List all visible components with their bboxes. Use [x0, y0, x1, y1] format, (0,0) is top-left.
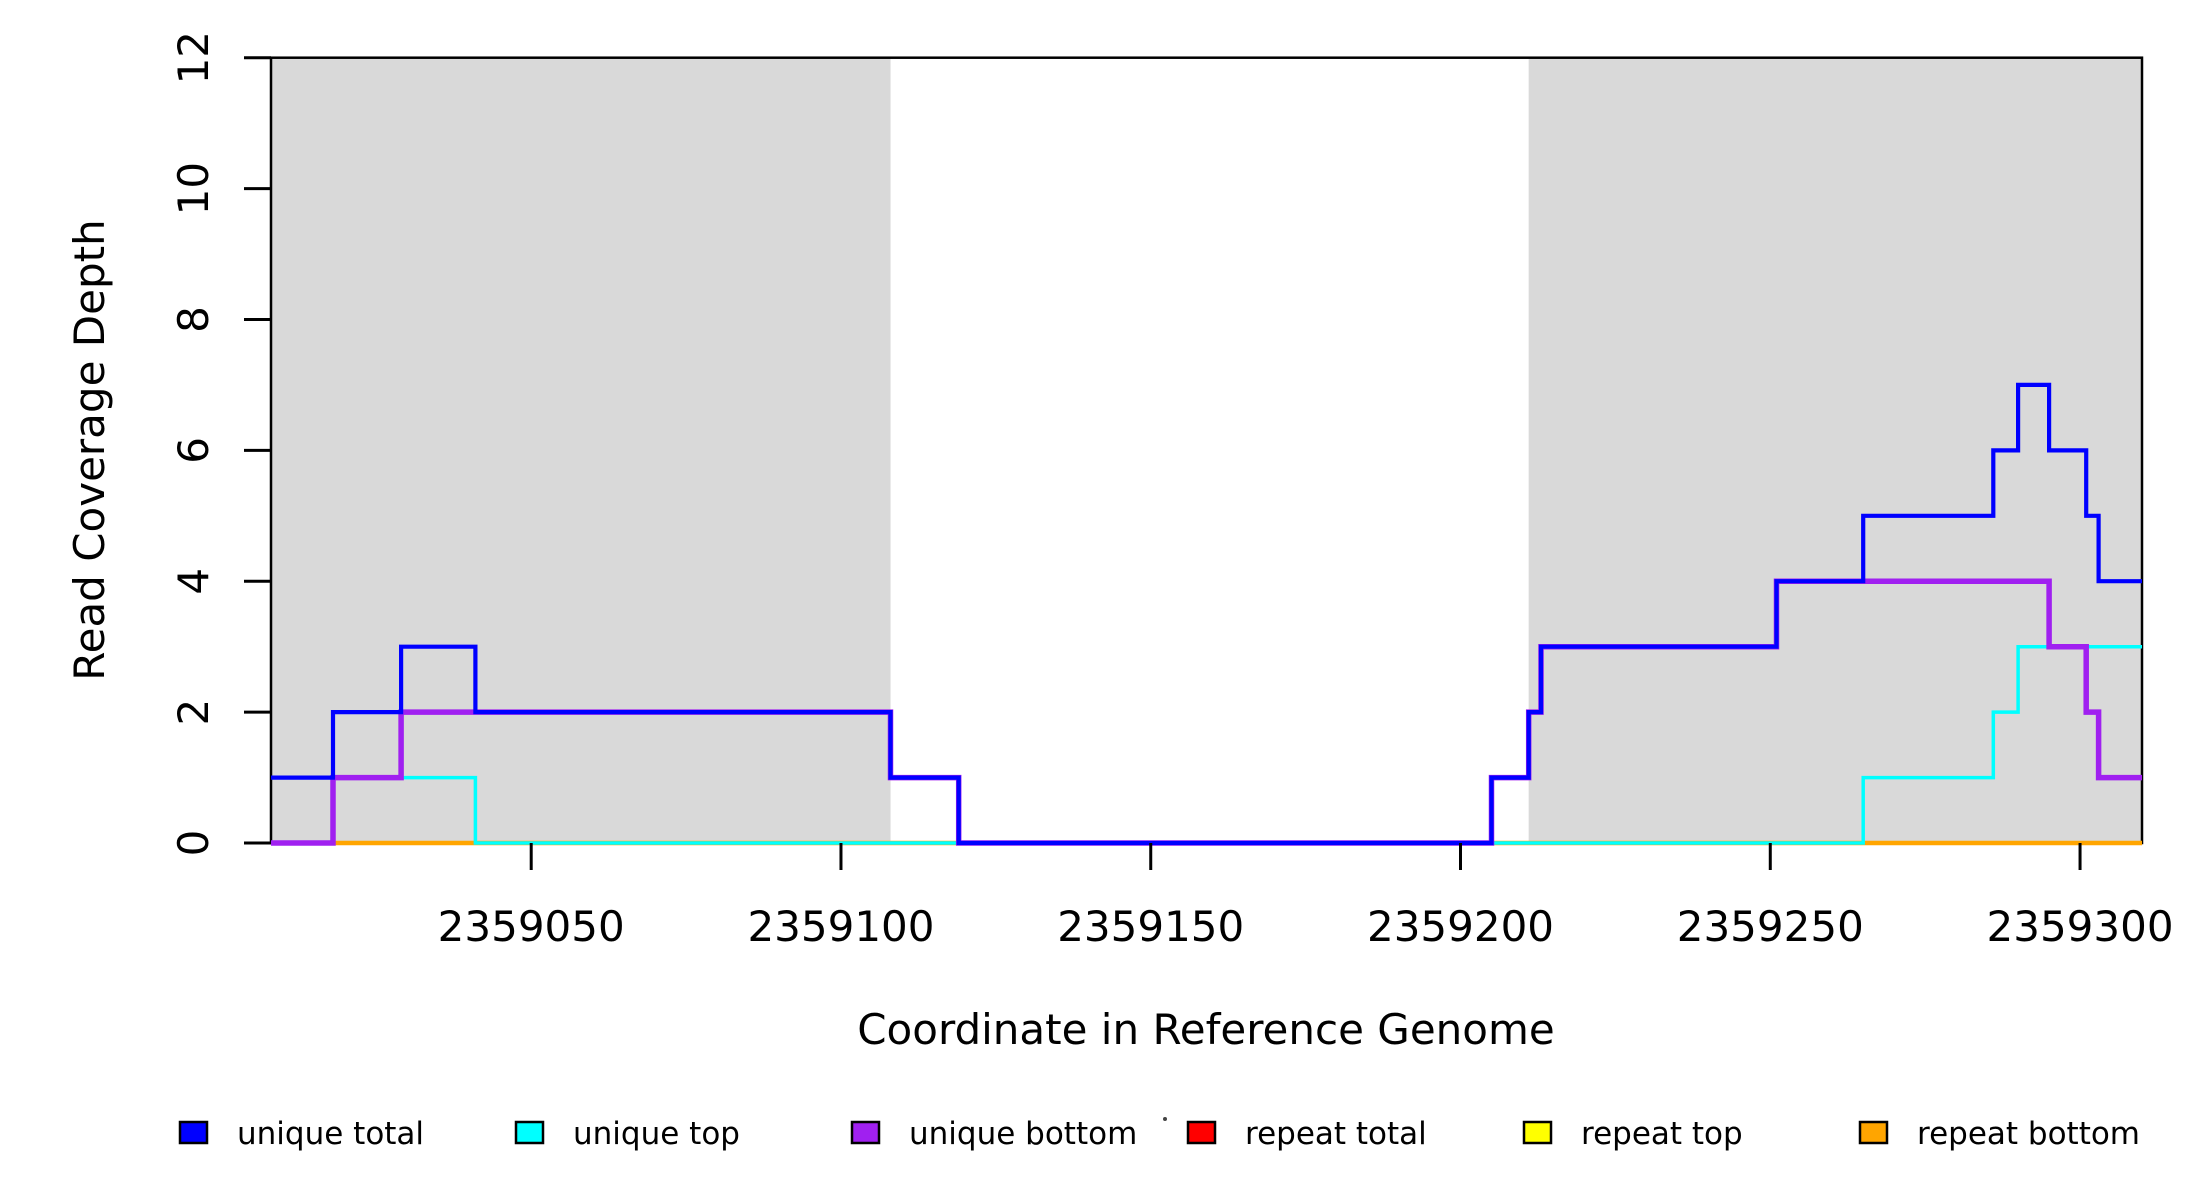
- coverage-series-lines: [271, 382, 2142, 846]
- legend-label: repeat bottom: [1917, 1116, 2140, 1152]
- legend-item-unique-total: unique total: [178, 1116, 424, 1152]
- legend: unique total unique top unique bottom repea…: [178, 1116, 2140, 1152]
- stray-dot-artifact: [1163, 1117, 1167, 1121]
- legend-label: unique total: [237, 1116, 424, 1152]
- repeat-region-band: [1528, 57, 2142, 843]
- y-tick-label: 8: [169, 306, 218, 333]
- legend-swatch: [1858, 1120, 1889, 1145]
- legend-label: unique bottom: [909, 1116, 1137, 1152]
- y-axis-title: Read Coverage Depth: [65, 219, 114, 680]
- y-tick-label: 10: [169, 162, 218, 215]
- legend-label: repeat top: [1581, 1116, 1743, 1152]
- legend-swatch: [850, 1120, 881, 1145]
- legend-item-repeat-total: repeat total: [1186, 1116, 1427, 1152]
- repeat-region-band: [271, 57, 891, 843]
- legend-label: unique top: [573, 1116, 740, 1152]
- legend-item-repeat-top: repeat top: [1522, 1116, 1743, 1152]
- x-tick-label: 2359150: [1057, 902, 1244, 951]
- legend-swatch: [514, 1120, 545, 1145]
- x-tick-label: 2359200: [1367, 902, 1554, 951]
- y-tick-label: 4: [169, 568, 218, 595]
- series-line-unique-total: [271, 382, 2142, 846]
- x-axis-title: Coordinate in Reference Genome: [857, 1005, 1555, 1054]
- legend-swatch: [1522, 1120, 1553, 1145]
- y-tick-label: 0: [169, 830, 218, 857]
- repeat-region-bands: [271, 57, 2142, 843]
- legend-item-unique-top: unique top: [514, 1116, 740, 1152]
- x-tick-label: 2359300: [1987, 902, 2174, 951]
- y-tick-label: 2: [169, 699, 218, 726]
- legend-item-unique-bottom: unique bottom: [850, 1116, 1137, 1152]
- legend-swatch: [178, 1120, 209, 1145]
- legend-label: repeat total: [1245, 1116, 1427, 1152]
- x-tick-label: 2359250: [1677, 902, 1864, 951]
- legend-item-repeat-bottom: repeat bottom: [1858, 1116, 2140, 1152]
- y-tick-label: 12: [169, 31, 218, 84]
- x-tick-label: 2359050: [438, 902, 625, 951]
- legend-swatch: [1186, 1120, 1217, 1145]
- axes: 2359050 2359100 2359150 2359200 2359250 23593…: [169, 31, 2174, 951]
- x-tick-label: 2359100: [747, 902, 934, 951]
- series-line-unique-top: [271, 644, 2142, 845]
- y-tick-label: 6: [169, 437, 218, 464]
